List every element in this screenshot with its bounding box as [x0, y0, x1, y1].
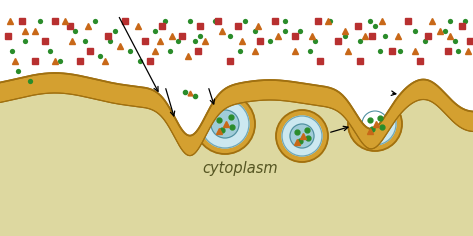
Bar — [142, 38, 148, 44]
Bar — [317, 58, 323, 64]
Bar — [122, 18, 128, 24]
Circle shape — [354, 103, 396, 145]
Bar — [159, 23, 165, 29]
Circle shape — [348, 97, 402, 151]
Bar — [369, 33, 375, 39]
Text: endocytosis: endocytosis — [160, 83, 230, 96]
Bar — [235, 23, 241, 29]
Bar — [52, 18, 58, 24]
Bar — [19, 18, 25, 24]
Circle shape — [282, 116, 322, 156]
Bar — [467, 38, 473, 44]
Circle shape — [195, 94, 255, 154]
Bar — [195, 48, 201, 54]
Bar — [417, 58, 423, 64]
Circle shape — [201, 100, 249, 148]
Bar — [425, 33, 431, 39]
Bar — [335, 38, 341, 44]
Bar — [67, 23, 73, 29]
Polygon shape — [0, 0, 473, 136]
Bar — [179, 33, 185, 39]
Bar — [357, 58, 363, 64]
Bar — [315, 18, 321, 24]
Polygon shape — [0, 73, 473, 156]
Bar — [32, 58, 38, 64]
Bar — [5, 33, 11, 39]
Bar — [272, 18, 278, 24]
Bar — [105, 33, 111, 39]
Bar — [355, 23, 361, 29]
Text: extracellular fluid: extracellular fluid — [204, 3, 322, 16]
Bar — [459, 23, 465, 29]
Polygon shape — [0, 0, 473, 136]
Bar — [292, 33, 298, 39]
Bar — [227, 58, 233, 64]
Bar — [147, 58, 153, 64]
Bar — [405, 18, 411, 24]
Bar — [389, 48, 395, 54]
Bar — [215, 18, 221, 24]
Bar — [445, 48, 451, 54]
Text: cell membrane: cell membrane — [69, 3, 158, 16]
Polygon shape — [0, 73, 473, 156]
Circle shape — [211, 110, 239, 138]
Circle shape — [362, 111, 388, 137]
Text: cytoplasm: cytoplasm — [202, 160, 278, 176]
Text: exocytosis: exocytosis — [327, 91, 389, 104]
Bar — [257, 38, 263, 44]
Bar — [87, 48, 93, 54]
Circle shape — [290, 124, 314, 148]
Bar — [77, 58, 83, 64]
Bar — [197, 23, 203, 29]
Circle shape — [276, 110, 328, 162]
Bar — [42, 38, 48, 44]
